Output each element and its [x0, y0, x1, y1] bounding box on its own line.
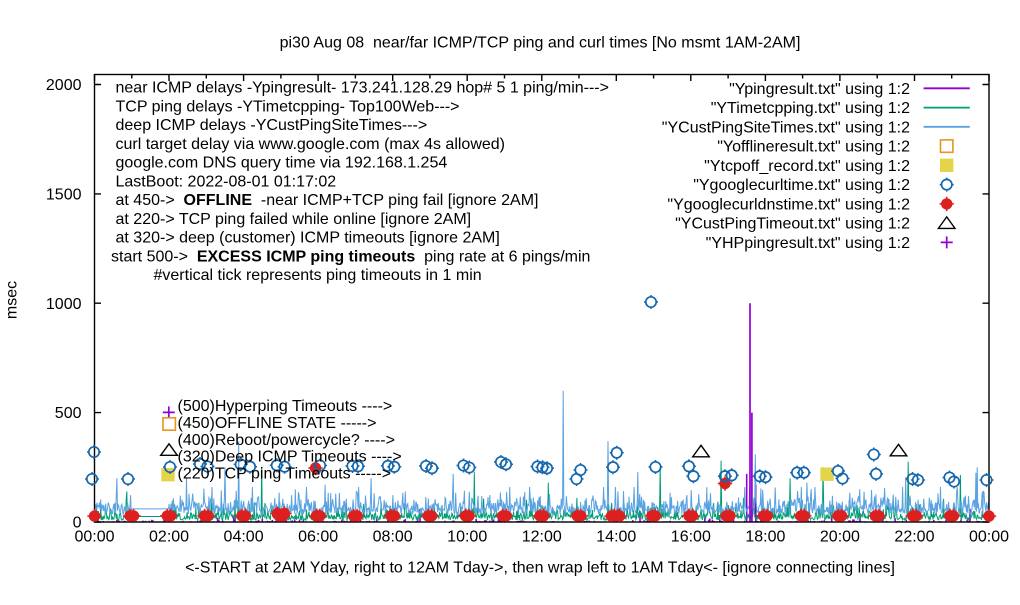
svg-text:msec: msec: [4, 281, 21, 319]
svg-text:04:00: 04:00: [224, 529, 264, 546]
svg-text:00:00: 00:00: [969, 529, 1009, 546]
svg-text:10:00: 10:00: [447, 529, 487, 546]
svg-text:00:00: 00:00: [74, 529, 114, 546]
svg-text:"Ytcpoff_record.txt" using 1:2: "Ytcpoff_record.txt" using 1:2: [704, 158, 910, 175]
svg-text:(500)Hyperping Timeouts ---->: (500)Hyperping Timeouts ---->: [178, 398, 393, 415]
svg-text:08:00: 08:00: [373, 529, 413, 546]
svg-text:curl target delay via www.goog: curl target delay via www.google.com (ma…: [116, 136, 506, 153]
svg-text:12:00: 12:00: [522, 529, 562, 546]
svg-text:(320)Deep ICMP Timeouts ---->: (320)Deep ICMP Timeouts ---->: [178, 449, 402, 466]
svg-text:"Ygooglecurldnstime.txt" using: "Ygooglecurldnstime.txt" using 1:2: [667, 196, 910, 213]
svg-text:02:00: 02:00: [149, 529, 189, 546]
svg-text:1500: 1500: [46, 186, 82, 203]
svg-text:"Yofflineresult.txt" using 1:2: "Yofflineresult.txt" using 1:2: [717, 139, 910, 156]
svg-text:at 320-> deep (customer) ICMP: at 320-> deep (customer) ICMP timeouts […: [116, 230, 500, 247]
svg-text:"YCustPingTimeout.txt" using 1: "YCustPingTimeout.txt" using 1:2: [675, 216, 910, 233]
svg-text:500: 500: [55, 405, 82, 422]
svg-text:06:00: 06:00: [298, 529, 338, 546]
svg-text:at 450-> OFFLINE -near ICMP+: at 450-> OFFLINE -near ICMP+TCP ping fai…: [116, 192, 539, 209]
svg-text:<-START at 2AM Yday, right to: <-START at 2AM Yday, right to 12AM Tday-…: [185, 560, 895, 577]
svg-text:start 500-> EXCESS ICMP ping: start 500-> EXCESS ICMP ping timeouts pi…: [111, 248, 590, 265]
svg-text:"Ygooglecurltime.txt" using 1:: "Ygooglecurltime.txt" using 1:2: [693, 177, 910, 194]
svg-text:0: 0: [73, 515, 82, 532]
svg-text:deep ICMP delays -YCustPingSit: deep ICMP delays -YCustPingSiteTimes--->: [116, 117, 428, 134]
svg-text:"Ypingresult.txt" using 1:2: "Ypingresult.txt" using 1:2: [729, 81, 910, 98]
svg-text:near ICMP delays -Ypingresult-: near ICMP delays -Ypingresult- 173.241.1…: [116, 80, 609, 97]
svg-text:LastBoot: 2022-08-01 01:17:02: LastBoot: 2022-08-01 01:17:02: [116, 173, 337, 190]
svg-text:2000: 2000: [46, 77, 82, 94]
svg-text:(400)Reboot/powercycle? ---->: (400)Reboot/powercycle? ---->: [178, 432, 395, 449]
svg-text:TCP ping delays -YTimetcpping-: TCP ping delays -YTimetcpping- Top100Web…: [116, 98, 460, 115]
svg-text:22:00: 22:00: [894, 529, 934, 546]
svg-text:"YCustPingSiteTimes.txt" using: "YCustPingSiteTimes.txt" using 1:2: [662, 119, 910, 136]
svg-text:google.com DNS query time via: google.com DNS query time via 192.168.1.…: [116, 155, 448, 172]
svg-text:at 220-> TCP ping failed while: at 220-> TCP ping failed while online [i…: [116, 211, 472, 228]
svg-text:20:00: 20:00: [820, 529, 860, 546]
svg-text:18:00: 18:00: [745, 529, 785, 546]
svg-text:(220)TCP ping Timeouts ----->: (220)TCP ping Timeouts ----->: [178, 466, 392, 483]
svg-text:#vertical tick represents ping: #vertical tick represents ping timeouts …: [154, 267, 482, 284]
svg-text:(450)OFFLINE STATE ----->: (450)OFFLINE STATE ----->: [178, 415, 377, 432]
svg-text:"YTimetcpping.txt" using 1:2: "YTimetcpping.txt" using 1:2: [711, 100, 910, 117]
svg-text:16:00: 16:00: [671, 529, 711, 546]
svg-text:1000: 1000: [46, 296, 82, 313]
svg-text:14:00: 14:00: [596, 529, 636, 546]
svg-text:pi30 Aug 08 near/far ICMP/TCP: pi30 Aug 08 near/far ICMP/TCP ping and c…: [280, 35, 801, 52]
svg-text:"YHPpingresult.txt" using 1:2: "YHPpingresult.txt" using 1:2: [706, 235, 910, 252]
